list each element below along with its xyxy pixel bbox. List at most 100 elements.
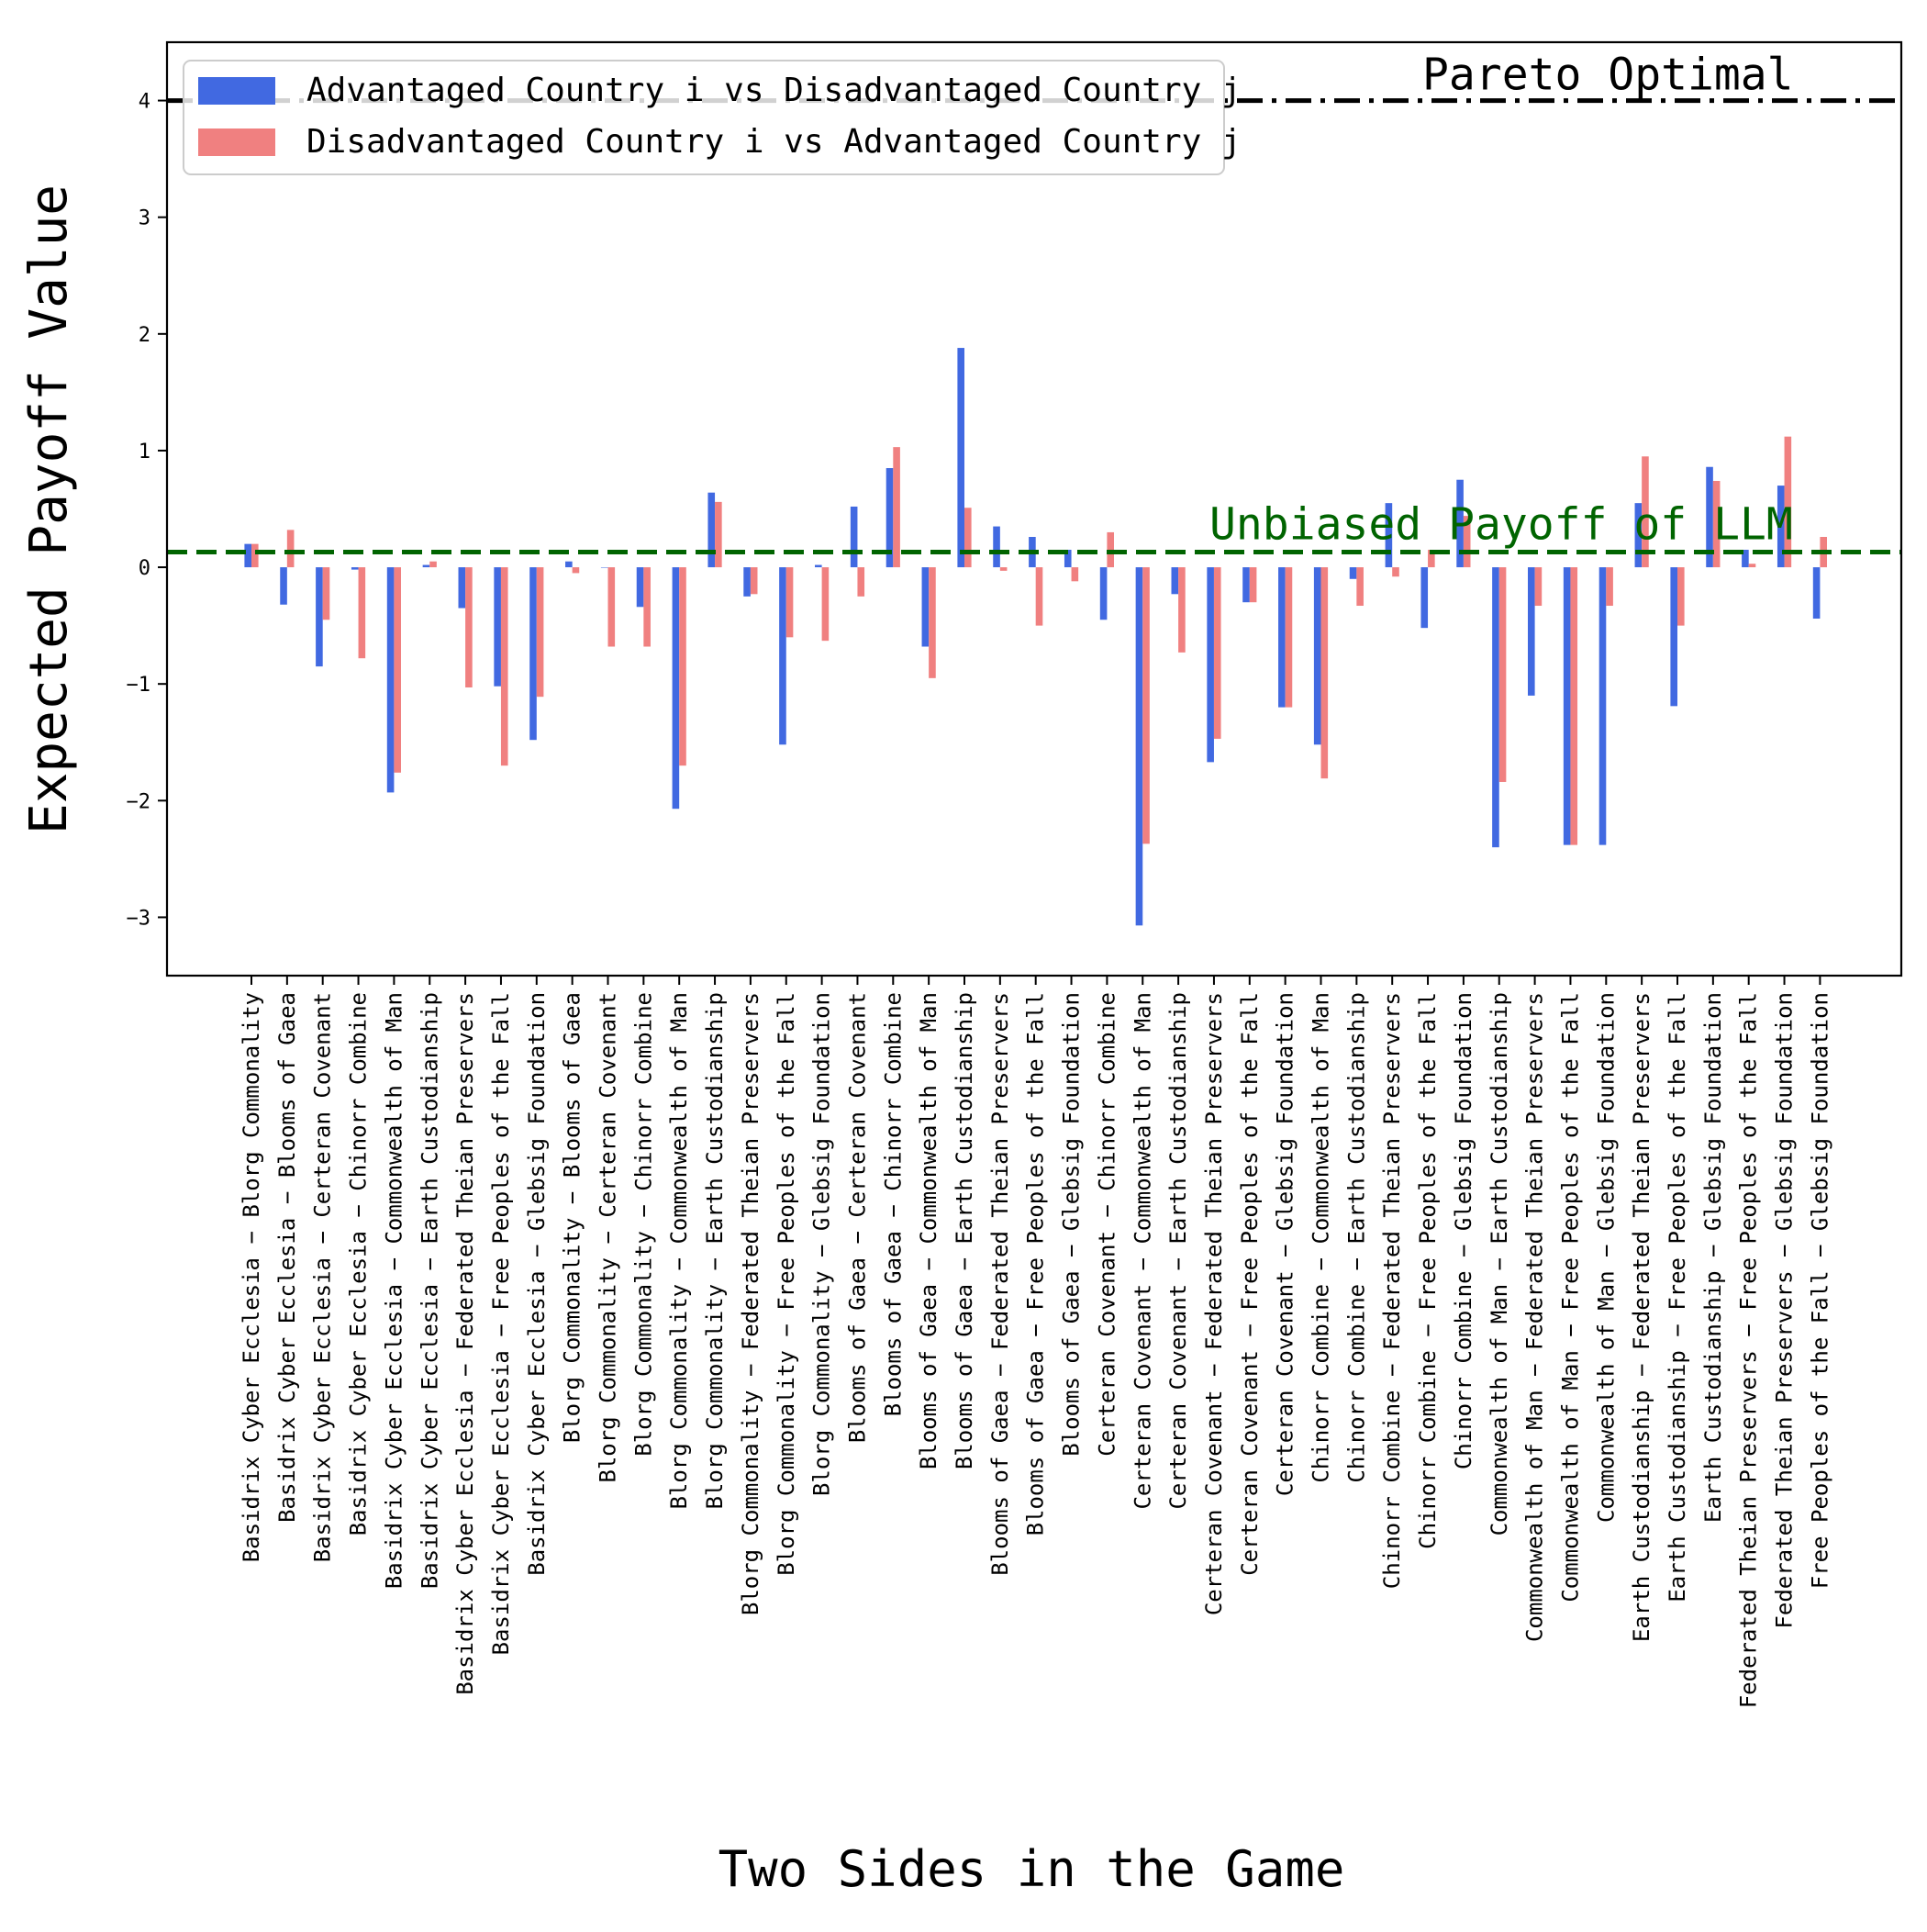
bar-series-1 (1670, 567, 1677, 707)
x-tick-label: Basidrix Cyber Ecclesia − Earth Custodia… (417, 992, 442, 1589)
bar-series-2 (572, 567, 580, 574)
x-tick-label: Blorg Commonality − Free Peoples of the … (774, 992, 799, 1576)
bar-series-1 (1598, 567, 1607, 845)
bar-series-1 (1242, 567, 1250, 603)
bar-series-2 (893, 447, 900, 568)
x-tick-label: Certeran Covenant − Federated Theian Pre… (1201, 992, 1227, 1615)
x-tick-label: Federated Theian Preservers − Free Peopl… (1736, 992, 1762, 1708)
bar-series-2 (358, 567, 366, 659)
bar-series-2 (1748, 564, 1756, 568)
bar-series-2 (1285, 567, 1293, 708)
bar-series-1 (815, 564, 822, 568)
bar-series-1 (1135, 567, 1143, 926)
x-tick-label: Chinorr Combine − Free Peoples of the Fa… (1415, 992, 1441, 1549)
x-tick-label: Basidrix Cyber Ecclesia − Blorg Commonal… (239, 992, 264, 1562)
bar-series-2 (429, 561, 437, 568)
x-tick-label: Commonwealth of Man − Glebsig Foundation (1593, 992, 1619, 1523)
bar-series-2 (1213, 567, 1221, 739)
x-tick-label: Basidrix Cyber Ecclesia − Free Peoples o… (488, 992, 514, 1655)
legend-swatch-1 (198, 77, 275, 105)
x-axis-label: Two Sides in the Game (718, 1840, 1345, 1898)
bar-series-1 (779, 567, 786, 745)
bars-layer (244, 348, 1827, 926)
x-tick-label: Certeran Covenant − Glebsig Foundation (1273, 992, 1298, 1496)
bar-series-1 (993, 526, 1000, 568)
x-tick-label: Basidrix Cyber Ecclesia − Blooms of Gaea (274, 992, 300, 1523)
reference-lines-layer: Pareto Optimal Unbiased Payoff of LLM (167, 50, 1901, 555)
y-tick-label: −3 (127, 907, 151, 930)
x-tick-label: Blooms of Gaea − Chinorr Combine (880, 992, 906, 1416)
y-tick-label: 1 (139, 441, 150, 463)
bar-series-1 (494, 567, 501, 687)
bar-series-1 (1385, 503, 1393, 568)
bar-series-2 (1428, 549, 1435, 568)
x-tick-label: Blooms of Gaea − Federated Theian Preser… (987, 992, 1013, 1576)
bar-series-1 (672, 567, 680, 810)
unbiased-payoff-label: Unbiased Payoff of LLM (1209, 499, 1793, 551)
legend-swatch-2 (198, 128, 275, 156)
bar-series-2 (1784, 436, 1792, 568)
bar-series-2 (536, 567, 544, 698)
bar-series-2 (465, 567, 473, 688)
y-tick-label: 0 (139, 557, 150, 580)
x-tick-label: Basidrix Cyber Ecclesia − Commonwealth o… (381, 992, 407, 1589)
bar-series-1 (1563, 567, 1571, 845)
bar-series-2 (1463, 516, 1471, 568)
bar-series-2 (821, 567, 830, 642)
bar-series-1 (1492, 567, 1499, 848)
x-tick-label: Certeran Covenant − Chinorr Combine (1094, 992, 1119, 1457)
bar-series-2 (750, 567, 758, 595)
bar-series-1 (1420, 567, 1429, 629)
bar-series-1 (1171, 567, 1179, 595)
legend-box (183, 60, 1225, 175)
bar-series-2 (679, 567, 686, 766)
legend-label-2: Disadvantaged Country i vs Advantaged Co… (306, 123, 1242, 161)
bar-series-1 (1207, 567, 1214, 763)
bar-series-2 (1142, 567, 1150, 844)
bar-series-1 (565, 561, 573, 568)
x-tick-label: Earth Custodianship − Federated Theian P… (1629, 992, 1654, 1642)
bar-series-2 (1035, 567, 1043, 626)
bar-series-1 (1278, 567, 1286, 708)
bar-series-2 (999, 567, 1008, 571)
bar-series-1 (386, 567, 395, 793)
bar-series-2 (643, 567, 651, 647)
bar-series-1 (1742, 549, 1749, 568)
x-tick-label: Blorg Commonality − Federated Theian Pre… (738, 992, 763, 1615)
bar-series-1 (280, 567, 287, 605)
bar-series-2 (1392, 567, 1399, 577)
legend-label-1: Advantaged Country i vs Disadvantaged Co… (306, 72, 1242, 109)
bar-series-1 (316, 567, 323, 667)
bar-series-1 (707, 492, 716, 568)
bar-series-2 (322, 567, 330, 620)
bar-series-1 (351, 567, 359, 570)
x-tick-label: Blorg Commonality − Blooms of Gaea (560, 992, 585, 1443)
bar-series-1 (1456, 479, 1464, 568)
y-tick-label: −2 (127, 790, 151, 813)
bar-series-1 (1634, 503, 1643, 568)
x-tick-label: Certeran Covenant − Free Peoples of the … (1237, 992, 1263, 1576)
y-tick-label: 3 (139, 207, 150, 230)
bar-series-1 (957, 348, 964, 568)
x-tick-label: Earth Custodianship − Free Peoples of th… (1665, 992, 1690, 1603)
bar-series-1 (1313, 567, 1321, 745)
bar-series-1 (850, 506, 858, 568)
bar-series-1 (921, 567, 930, 647)
bar-series-2 (715, 501, 722, 568)
y-tick-label: 4 (139, 91, 150, 114)
bar-series-1 (529, 567, 537, 741)
bar-series-2 (286, 530, 295, 568)
x-axis: Basidrix Cyber Ecclesia − Blorg Commonal… (239, 976, 1832, 1708)
bar-series-2 (785, 567, 794, 638)
x-tick-label: Basidrix Cyber Ecclesia − Chinorr Combin… (346, 992, 372, 1536)
legend: Advantaged Country i vs Disadvantaged Co… (183, 60, 1242, 175)
x-tick-label: Federated Theian Preservers − Glebsig Fo… (1772, 992, 1798, 1629)
bar-series-2 (1606, 567, 1613, 607)
x-tick-label: Free Peoples of the Fall − Glebsig Found… (1807, 992, 1832, 1589)
x-tick-label: Blooms of Gaea − Certeran Covenant (844, 992, 870, 1443)
pareto-optimal-label: Pareto Optimal (1422, 50, 1794, 101)
y-tick-label: −1 (127, 674, 151, 697)
x-tick-label: Basidrix Cyber Ecclesia − Glebsig Founda… (524, 992, 550, 1576)
